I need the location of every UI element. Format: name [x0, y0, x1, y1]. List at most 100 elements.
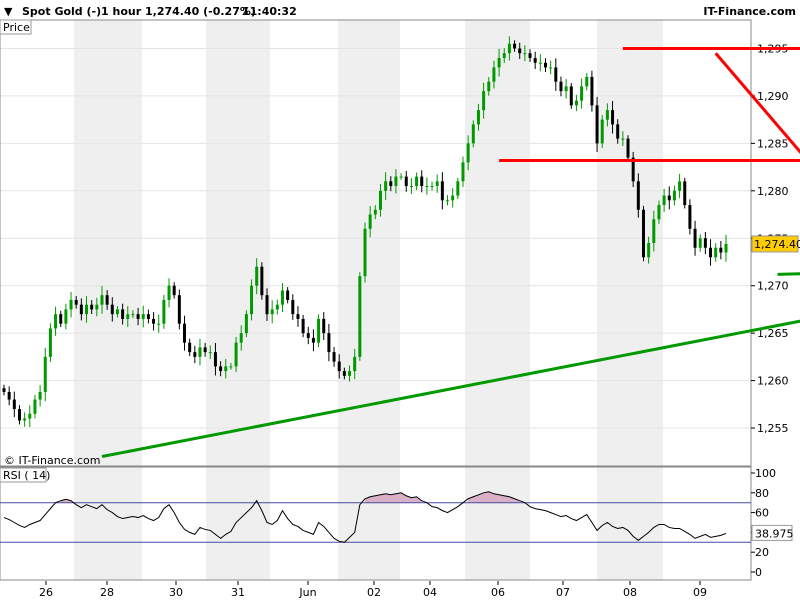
candle[interactable] [641, 205, 645, 262]
candle[interactable] [213, 343, 217, 376]
candle[interactable] [280, 283, 284, 313]
candle[interactable] [502, 48, 506, 64]
candle[interactable] [348, 365, 352, 382]
candle[interactable] [167, 278, 171, 308]
candle[interactable] [363, 222, 367, 283]
candle[interactable] [17, 405, 21, 425]
candle[interactable] [724, 234, 728, 262]
candle[interactable] [301, 314, 305, 338]
candle[interactable] [523, 45, 527, 62]
candle[interactable] [311, 329, 315, 352]
candle[interactable] [203, 342, 207, 357]
candle[interactable] [69, 291, 73, 318]
candle[interactable] [544, 58, 547, 73]
candle[interactable] [471, 120, 475, 148]
candle[interactable] [703, 231, 707, 255]
candle[interactable] [270, 300, 274, 324]
candle[interactable] [466, 135, 470, 171]
candle[interactable] [131, 310, 135, 319]
candle[interactable] [38, 385, 42, 407]
candle[interactable] [482, 82, 486, 119]
candle[interactable] [260, 262, 264, 300]
candle[interactable] [28, 405, 32, 428]
candle[interactable] [538, 54, 542, 72]
rsi-line[interactable] [3, 491, 727, 543]
candle[interactable] [317, 314, 321, 348]
candle[interactable] [404, 170, 408, 192]
candle[interactable] [172, 282, 176, 299]
candle[interactable] [177, 289, 181, 330]
candle[interactable] [435, 174, 439, 193]
candle[interactable] [373, 205, 377, 220]
candle[interactable] [456, 177, 460, 199]
candle[interactable] [559, 76, 563, 97]
candle[interactable] [492, 60, 496, 89]
candle[interactable] [425, 177, 429, 195]
candle[interactable] [626, 135, 630, 162]
support-uptrend-line[interactable] [101, 308, 800, 458]
candle[interactable] [430, 181, 434, 191]
candle[interactable] [585, 72, 589, 91]
candle[interactable] [43, 347, 47, 402]
candle[interactable] [647, 236, 651, 264]
candles[interactable] [2, 36, 728, 428]
candle[interactable] [33, 395, 37, 419]
candle[interactable] [59, 310, 63, 328]
candle[interactable] [378, 183, 382, 217]
candle[interactable] [662, 188, 666, 212]
candle[interactable] [446, 195, 450, 206]
candle[interactable] [48, 323, 52, 362]
candle[interactable] [74, 295, 78, 309]
candle[interactable] [239, 325, 243, 351]
candle[interactable] [105, 290, 109, 310]
candle[interactable] [126, 306, 130, 327]
candle[interactable] [451, 188, 455, 208]
candle[interactable] [636, 173, 640, 218]
candle[interactable] [244, 310, 248, 338]
candle[interactable] [54, 306, 58, 336]
candle[interactable] [224, 358, 228, 379]
candle[interactable] [580, 78, 584, 109]
candle[interactable] [487, 77, 491, 96]
candle[interactable] [595, 96, 599, 152]
candle[interactable] [286, 287, 290, 304]
candle[interactable] [23, 412, 27, 427]
candle[interactable] [152, 312, 156, 331]
candle[interactable] [709, 239, 713, 266]
candle[interactable] [518, 42, 522, 59]
candle[interactable] [440, 172, 444, 210]
candle[interactable] [296, 306, 300, 327]
candle[interactable] [368, 205, 372, 238]
candle[interactable] [208, 345, 212, 359]
candle[interactable] [234, 336, 238, 373]
candle[interactable] [64, 303, 68, 330]
candle[interactable] [337, 354, 341, 379]
candle[interactable] [672, 185, 676, 206]
candle[interactable] [342, 367, 346, 380]
candle[interactable] [100, 286, 104, 314]
candle[interactable] [513, 40, 517, 52]
candle[interactable] [399, 173, 403, 180]
candle[interactable] [394, 169, 398, 194]
candle[interactable] [714, 243, 718, 262]
candle[interactable] [657, 200, 661, 224]
candle[interactable] [621, 131, 625, 147]
candle[interactable] [110, 297, 114, 322]
candle[interactable] [719, 240, 723, 260]
candle[interactable] [652, 210, 656, 252]
candle[interactable] [409, 178, 413, 195]
candle[interactable] [79, 298, 83, 321]
candle[interactable] [322, 312, 326, 340]
candle[interactable] [157, 314, 161, 333]
candle[interactable] [461, 156, 465, 188]
candle[interactable] [554, 58, 558, 91]
candle[interactable] [121, 303, 125, 325]
candle[interactable] [291, 294, 295, 320]
candle[interactable] [162, 294, 166, 329]
candle[interactable] [688, 199, 692, 235]
candle[interactable] [678, 173, 682, 199]
support-bottom-line[interactable] [777, 272, 800, 276]
brand-label[interactable]: IT-Finance.com [703, 5, 796, 18]
candle[interactable] [115, 306, 119, 318]
candle[interactable] [569, 83, 573, 109]
